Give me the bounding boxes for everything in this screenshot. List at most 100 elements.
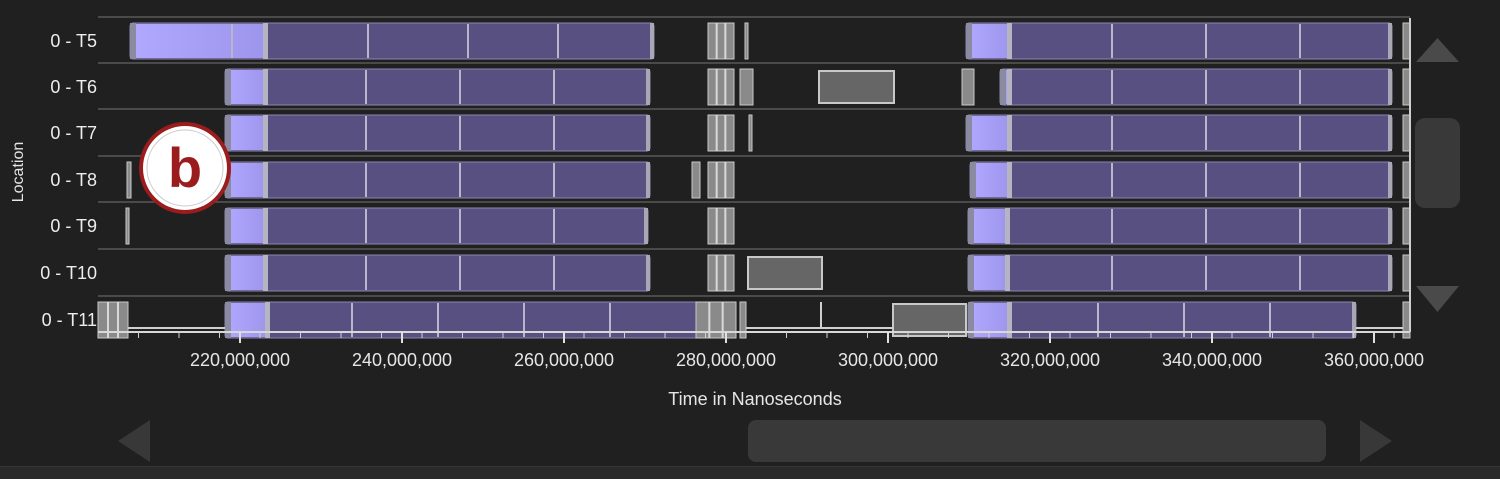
event-block[interactable] [691, 161, 701, 199]
event-block[interactable] [818, 70, 895, 104]
bottom-panel-edge [0, 466, 1500, 479]
tick-label: 240,000,000 [352, 350, 452, 370]
bar-edge [1007, 302, 1012, 338]
bar-edge [225, 69, 231, 105]
bar-edge [1000, 69, 1006, 105]
bar-edge [263, 208, 268, 244]
activity-bar[interactable] [969, 161, 1393, 199]
event-block[interactable] [748, 114, 753, 152]
bar-edge [225, 115, 231, 151]
bar-edge [1007, 69, 1012, 105]
bar-edge [225, 302, 231, 338]
bar-edge [650, 23, 654, 59]
bar-edge [1007, 115, 1012, 151]
bar-edge [966, 115, 972, 151]
activity-bar-highlight [226, 256, 268, 290]
bar-edge [225, 208, 231, 244]
event-block[interactable] [739, 301, 747, 339]
activity-bar-highlight [969, 209, 1010, 243]
bar-edge [968, 255, 974, 291]
tick-label: 340,000,000 [1162, 350, 1262, 370]
event-block[interactable] [1402, 207, 1411, 245]
event-block[interactable] [707, 254, 735, 292]
event-block[interactable] [739, 68, 754, 106]
event-block[interactable] [707, 207, 735, 245]
bar-edge [970, 162, 976, 198]
timeline-row: 0 - T11 [42, 295, 1411, 339]
y-axis-label: Location [10, 142, 27, 203]
bar-edge [225, 255, 231, 291]
row-label: 0 - T10 [40, 263, 97, 283]
x-axis: 220,000,000 240,000,000 260,000,000 280,000… [97, 18, 1424, 409]
bar-edge [646, 255, 650, 291]
row-label: 0 - T7 [50, 123, 97, 143]
bar-edge [1352, 302, 1356, 338]
annotation-marker-b: b [139, 122, 231, 214]
activity-bar[interactable] [224, 161, 651, 199]
event-block[interactable] [707, 161, 735, 199]
event-block[interactable] [707, 22, 735, 60]
event-block[interactable] [747, 256, 823, 290]
activity-bar-highlight [1001, 70, 1012, 104]
tick-label: 300,000,000 [838, 350, 938, 370]
triangle-down-icon[interactable] [1416, 286, 1459, 312]
event-block[interactable] [1402, 22, 1411, 60]
activity-bar-highlight [967, 24, 1012, 58]
triangle-left-icon[interactable] [118, 420, 150, 462]
row-label: 0 - T11 [42, 310, 97, 330]
bar-edge [646, 69, 650, 105]
activity-bar-highlight [131, 24, 268, 58]
event-block[interactable] [1402, 114, 1411, 152]
activity-bar[interactable] [967, 207, 1393, 245]
timeline-row: 0 - T9 [50, 201, 1411, 245]
event-block[interactable] [1402, 254, 1411, 292]
activity-bar[interactable] [224, 68, 651, 106]
bar-edge [1388, 115, 1392, 151]
bar-edge [1007, 162, 1012, 198]
tick-label: 220,000,000 [190, 350, 290, 370]
timeline-row: 0 - T5 [50, 16, 1411, 60]
tick-label: 360,000,000 [1324, 350, 1424, 370]
event-block[interactable] [892, 303, 967, 337]
event-block[interactable] [707, 114, 735, 152]
activity-bar[interactable] [999, 68, 1393, 106]
bar-edge [263, 23, 268, 59]
activity-bar[interactable] [965, 22, 1393, 60]
triangle-up-icon[interactable] [1416, 38, 1459, 62]
vertical-scrollbar-thumb[interactable] [1415, 118, 1460, 208]
activity-bar[interactable] [224, 114, 651, 152]
marker-letter: b [168, 136, 202, 199]
bar-edge [1005, 208, 1010, 244]
x-axis-label: Time in Nanoseconds [668, 389, 841, 409]
bar-edge [1007, 23, 1012, 59]
bar-edge [1388, 208, 1392, 244]
activity-bar[interactable] [224, 207, 649, 245]
activity-bar[interactable] [224, 254, 651, 292]
event-block[interactable] [1402, 161, 1411, 199]
triangle-right-icon[interactable] [1360, 420, 1392, 462]
event-block[interactable] [1402, 68, 1411, 106]
bar-edge [263, 162, 268, 198]
event-block[interactable] [961, 68, 975, 106]
timeline-row: 0 - T8 [50, 155, 1411, 199]
activity-bar-highlight [226, 163, 268, 197]
timeline-row: 0 - T6 [50, 62, 1411, 106]
row-label: 0 - T9 [50, 216, 97, 236]
event-block[interactable] [125, 207, 130, 245]
timeline-row: 0 - T7 [50, 108, 1411, 152]
bar-edge [646, 115, 650, 151]
horizontal-scrollbar-thumb[interactable] [748, 420, 1326, 462]
activity-bar[interactable] [967, 254, 1393, 292]
event-block[interactable] [744, 22, 749, 60]
event-block[interactable] [126, 161, 132, 199]
bar-edge [1388, 255, 1392, 291]
bar-edge [130, 23, 136, 59]
tick-label: 260,000,000 [514, 350, 614, 370]
activity-bar-highlight [967, 116, 1012, 150]
bar-edge [966, 23, 972, 59]
bar-edge [1005, 255, 1010, 291]
event-block[interactable] [707, 68, 735, 106]
activity-bar-highlight [971, 163, 1012, 197]
activity-bar[interactable] [965, 114, 1393, 152]
